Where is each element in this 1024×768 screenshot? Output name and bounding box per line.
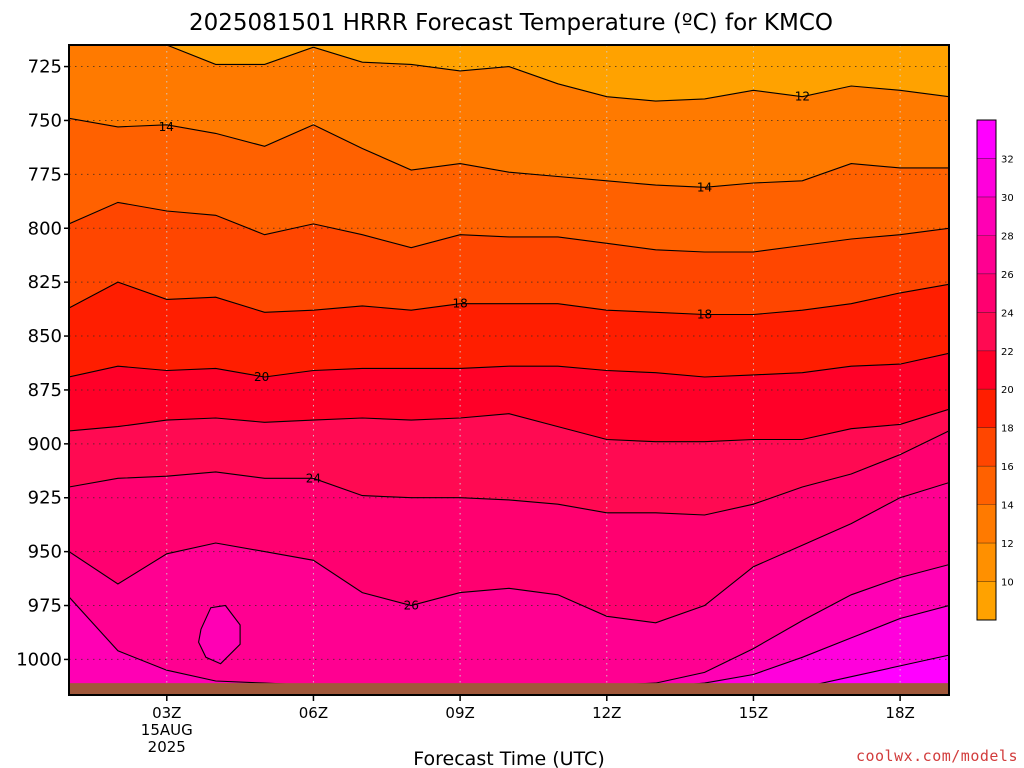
contour-line-16 xyxy=(69,201,949,253)
colorbar-frame xyxy=(976,119,997,621)
colorbar-segment-16 xyxy=(977,427,996,467)
x-tick-label-15Z: 15Z xyxy=(739,704,768,722)
x-tick-label-09Z: 09Z xyxy=(445,704,474,722)
colorbar-tick-label-20: 20 xyxy=(1001,385,1014,396)
colorbar-segment-24 xyxy=(977,273,996,313)
colorbar-segment-18 xyxy=(977,389,996,428)
contour-line-24 xyxy=(69,430,949,516)
x-tick-sublabel-2025: 2025 xyxy=(148,738,186,756)
contour-label-18: 18 xyxy=(697,307,712,321)
contour-line-12 xyxy=(113,45,949,102)
y-tick-label-750: 750 xyxy=(28,110,62,131)
colorbar-segment-26 xyxy=(977,235,996,274)
contour-line-18 xyxy=(69,281,949,316)
contour-line-14 xyxy=(69,117,949,188)
contour-line-26 xyxy=(69,482,949,624)
colorbar-tick-label-28: 28 xyxy=(1001,231,1014,242)
colorbar-tick-label-16: 16 xyxy=(1001,462,1014,473)
x-tick-label-03Z: 03Z xyxy=(152,704,181,722)
x-tick-label-06Z: 06Z xyxy=(299,704,328,722)
colorbar-tick-label-24: 24 xyxy=(1001,308,1014,319)
y-tick-label-875: 875 xyxy=(28,380,62,401)
ground-fill xyxy=(69,683,949,695)
colorbar-tick-label-32: 32 xyxy=(1001,154,1014,165)
chart-title: 2025081501 HRRR Forecast Temperature (ºC… xyxy=(189,10,833,36)
credit-text[interactable]: coolwx.com/models xyxy=(856,747,1018,765)
y-tick-label-950: 950 xyxy=(28,542,62,563)
contour-label-20: 20 xyxy=(254,370,269,384)
colorbar-tick-label-22: 22 xyxy=(1001,347,1014,358)
contour-label-14: 14 xyxy=(697,180,712,194)
y-tick-label-900: 900 xyxy=(28,434,62,455)
y-tick-label-725: 725 xyxy=(28,57,62,78)
colorbar-segment-22 xyxy=(977,312,996,351)
temperature-band-30 xyxy=(606,605,949,695)
contour-lines xyxy=(69,45,949,691)
ground-layer xyxy=(69,683,949,695)
colorbar-tick-label-10: 10 xyxy=(1001,578,1014,589)
colorbar-segment-12 xyxy=(977,504,996,544)
colorbar-tick-label-18: 18 xyxy=(1001,424,1014,435)
contour-labels: 14 12 14 18 18 20 24 26 xyxy=(159,90,810,613)
colorbar: 10 12 14 16 18 20 22 24 26 28 30 32 xyxy=(976,119,1014,621)
colorbar-segment-10 xyxy=(977,543,996,582)
y-axis: 725 750 775 800 825 850 875 900 925 950 975 1000 xyxy=(16,57,69,670)
contour-line-28-pocket xyxy=(198,604,241,665)
colorbar-segment-20 xyxy=(977,350,996,390)
temperature-band-28-pocket xyxy=(198,605,241,664)
colorbar-tick-label-30: 30 xyxy=(1001,193,1014,204)
temperature-fills xyxy=(69,45,949,695)
y-tick-label-800: 800 xyxy=(28,218,62,239)
y-tick-label-850: 850 xyxy=(28,326,62,347)
temperature-band-28 xyxy=(69,564,949,695)
contour-line-20 xyxy=(69,352,949,378)
y-tick-label-1000: 1000 xyxy=(16,649,62,670)
contour-label-18: 18 xyxy=(452,297,467,311)
x-tick-sublabel-15AUG: 15AUG xyxy=(141,721,193,739)
x-tick-label-18Z: 18Z xyxy=(885,704,914,722)
contour-label-12: 12 xyxy=(795,90,810,104)
colorbar-segment-14 xyxy=(977,466,996,505)
colorbar-segment-30 xyxy=(977,158,996,197)
colorbar-segment-32 xyxy=(977,120,996,159)
colorbar-segment-8 xyxy=(977,581,996,620)
colorbar-tick-label-14: 14 xyxy=(1001,501,1014,512)
plot-frame xyxy=(68,44,950,696)
contour-label-26: 26 xyxy=(404,599,419,613)
y-tick-label-825: 825 xyxy=(28,272,62,293)
plot-area: 14 12 14 18 18 20 24 26 xyxy=(68,44,950,696)
y-tick-label-775: 775 xyxy=(28,164,62,185)
colorbar-tick-label-26: 26 xyxy=(1001,270,1014,281)
contour-label-14: 14 xyxy=(159,120,174,134)
x-tick-label-12Z: 12Z xyxy=(592,704,621,722)
x-axis-label: Forecast Time (UTC) xyxy=(413,748,604,768)
colorbar-segment-28 xyxy=(977,196,996,236)
contour-label-24: 24 xyxy=(306,471,321,485)
contour-line-22 xyxy=(69,408,949,443)
y-tick-label-925: 925 xyxy=(28,488,62,509)
y-tick-label-975: 975 xyxy=(28,596,62,617)
colorbar-tick-label-12: 12 xyxy=(1001,539,1014,550)
